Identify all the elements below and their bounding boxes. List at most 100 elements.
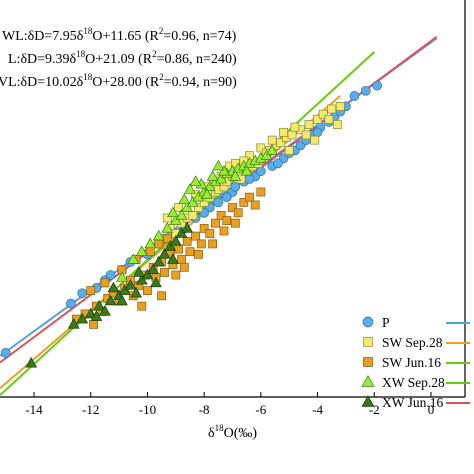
data-points: [0, 80, 382, 368]
legend-marker-xw-sep-28: [361, 375, 375, 387]
x-axis-label-sup: 18: [215, 423, 225, 433]
point-xw-sep-28-3: [144, 237, 157, 249]
point-p-28: [349, 91, 360, 101]
equation-0-prefix: WL:δD=7.95δ: [2, 29, 84, 44]
point-xw-jun-16-20: [90, 310, 103, 321]
equation-1-sup: 18: [76, 49, 86, 59]
series-sw-sep-28: [157, 101, 345, 244]
x-tick-label-1: -12: [82, 402, 99, 417]
legend-label-p: P: [382, 315, 390, 330]
point-p-31: [221, 192, 232, 203]
point-xw-jun-16-21: [150, 276, 162, 288]
point-xw-jun-16-15: [164, 240, 177, 251]
point-sw-jun-16-43: [208, 239, 218, 249]
equation-0-r2sup: 2: [159, 26, 164, 36]
equation-1-r2sup: 2: [152, 49, 157, 59]
point-sw-sep-28-41: [174, 203, 184, 212]
series-xw-sep-28: [116, 144, 279, 282]
legend-entry-xw-sep-28: XW Sep.28: [361, 375, 470, 390]
series-xw-jun-16: [25, 222, 194, 368]
point-p-30: [372, 80, 382, 91]
point-sw-sep-28-37: [267, 135, 277, 145]
point-xw-sep-28-22: [260, 149, 273, 160]
point-sw-sep-28-5: [188, 210, 198, 220]
legend-marker-xw-jun-16: [361, 395, 375, 407]
point-sw-sep-28-46: [324, 114, 334, 124]
x-tick-label-4: -6: [255, 402, 266, 417]
point-xw-jun-16-2: [84, 307, 97, 319]
point-sw-jun-16-31: [233, 208, 243, 218]
point-xw-sep-28-4: [152, 229, 165, 241]
legend-marker-p: [362, 316, 374, 328]
point-xw-jun-16-1: [76, 312, 89, 324]
point-xw-jun-16-18: [181, 222, 194, 233]
point-xw-sep-28-32: [240, 164, 253, 176]
point-sw-jun-16-45: [171, 270, 181, 280]
legend-entry-p: P: [362, 315, 470, 330]
point-sw-sep-28-48: [310, 135, 320, 145]
point-xw-jun-16-16: [169, 235, 182, 246]
equations: WL:δD=7.95δ18O+11.65 (R2=0.96, n=74)L:δD…: [0, 26, 237, 90]
point-sw-jun-16-35: [256, 187, 266, 197]
point-xw-jun-16-14: [158, 247, 171, 259]
point-sw-jun-16-50: [89, 319, 98, 329]
point-xw-jun-16-5: [104, 294, 117, 306]
point-sw-sep-28-27: [313, 114, 322, 124]
equation-2: VL:δD=10.02δ18O+28.00 (R2=0.94, n=90): [0, 72, 237, 90]
equation-1: L:δD=9.39δ18O+21.09 (R2=0.86, n=240): [8, 49, 237, 67]
point-sw-sep-28-28: [318, 109, 328, 119]
point-sw-jun-16-12: [143, 286, 152, 296]
point-sw-jun-16-24: [196, 239, 206, 249]
point-xw-sep-28-7: [175, 209, 188, 220]
equation-2-prefix: VL:δD=10.02δ: [0, 75, 84, 90]
point-p-5: [105, 270, 116, 280]
legend-marker-sw-jun-16: [363, 357, 373, 367]
point-xw-sep-28-14: [215, 172, 228, 184]
point-xw-jun-16-4: [99, 305, 111, 316]
equation-0-sup: 18: [83, 26, 93, 36]
point-xw-jun-16-23: [133, 266, 145, 277]
point-sw-jun-16-48: [137, 301, 147, 311]
point-xw-jun-16-24: [25, 356, 38, 368]
point-sw-jun-16-28: [216, 210, 226, 220]
x-axis-label: δ18O(‰): [208, 423, 257, 441]
equation-2-r2sup: 2: [159, 72, 164, 82]
point-xw-sep-28-5: [161, 222, 174, 233]
point-sw-sep-28-36: [256, 143, 266, 153]
x-axis-label-rest: O(‰): [224, 426, 258, 441]
point-sw-jun-16-23: [191, 231, 201, 241]
legend: P SW Sep.28 SW Jun.16 XW Sep.28 XW Jun.16: [361, 315, 470, 410]
point-sw-jun-16-22: [185, 247, 195, 257]
point-sw-jun-16-39: [154, 239, 164, 249]
point-xw-sep-28-0: [116, 271, 128, 282]
x-axis-label-delta: δ: [208, 426, 215, 441]
point-sw-sep-28-26: [304, 120, 314, 129]
legend-label-xw-jun-16: XW Jun.16: [382, 395, 444, 410]
point-xw-sep-28-27: [218, 164, 230, 176]
point-xw-sep-28-26: [206, 170, 219, 181]
point-sw-jun-16-34: [250, 200, 260, 210]
point-xw-sep-28-6: [169, 214, 182, 225]
point-xw-sep-28-9: [186, 196, 199, 207]
equation-1-prefix: L:δD=9.39δ: [8, 52, 77, 67]
point-p-0: [0, 348, 11, 358]
point-xw-sep-28-23: [266, 144, 279, 155]
point-sw-jun-16-25: [199, 223, 209, 233]
legend-marker-sw-sep-28: [363, 337, 373, 347]
point-xw-jun-16-3: [93, 299, 106, 311]
point-xw-sep-28-33: [212, 159, 225, 171]
x-tick-label-0: -14: [25, 402, 43, 417]
point-p-2: [77, 288, 88, 299]
point-xw-jun-16-8: [124, 279, 137, 290]
point-p-13: [213, 197, 224, 208]
point-xw-jun-16-0: [67, 318, 80, 329]
point-sw-jun-16-27: [211, 218, 220, 228]
point-sw-jun-16-46: [219, 226, 229, 236]
point-sw-sep-28-39: [290, 122, 300, 132]
point-p-34: [244, 174, 255, 184]
point-p-39: [312, 127, 323, 138]
point-sw-jun-16-32: [239, 197, 249, 207]
point-xw-jun-16-13: [152, 255, 165, 267]
point-xw-sep-28-31: [229, 170, 242, 181]
point-xw-sep-28-30: [167, 206, 179, 218]
